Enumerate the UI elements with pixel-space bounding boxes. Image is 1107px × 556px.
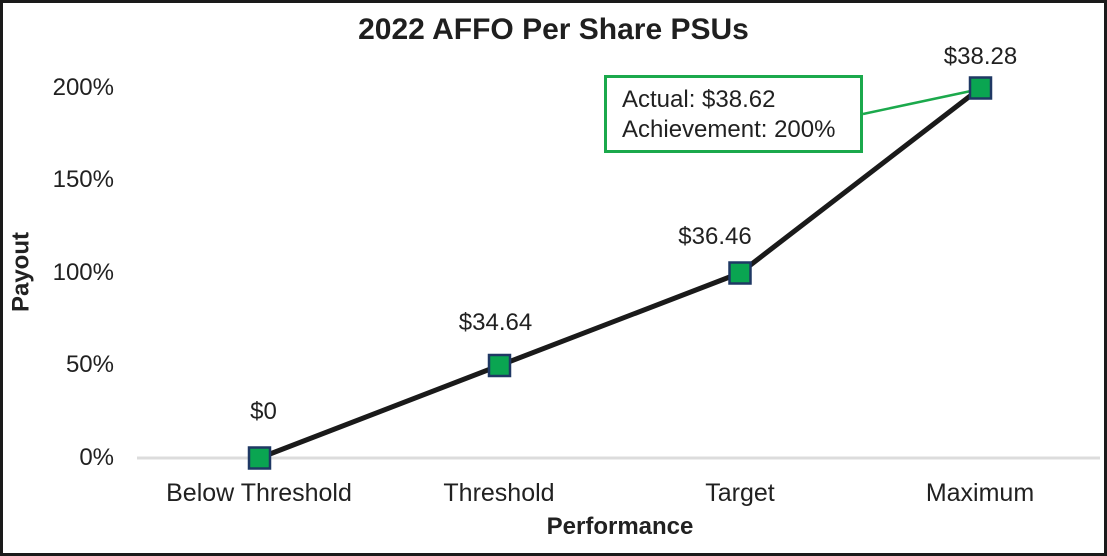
data-label-below-threshold: $0 [250,398,277,425]
data-label-target: $36.46 [678,223,752,250]
data-label-threshold: $34.64 [458,308,533,336]
y-tick-200pct: 200% [52,74,114,101]
callout-achievement-line: Achievement: 200% [622,116,836,143]
x-category-target: Target [705,479,775,507]
payout-series-line [258,86,983,461]
annotation-leader-line [862,89,972,116]
x-category-below-threshold: Below Threshold [166,479,352,507]
data-label-maximum: $38.28 [943,43,1018,70]
y-tick-150pct: 150% [52,166,114,193]
y-tick-100pct: 100% [52,259,114,286]
actual-achievement-callout: Actual: $38.62 Achievement: 200% [604,75,863,153]
data-point-marker-target [728,261,752,285]
y-tick-50pct: 50% [65,351,114,378]
y-tick-0pct: 0% [79,444,114,471]
x-category-threshold: Threshold [443,479,555,507]
data-point-marker-threshold [487,353,512,378]
chart-title: 2022 AFFO Per Share PSUs [358,13,749,46]
data-point-marker-maximum [968,76,993,100]
callout-actual-line: Actual: $38.62 [622,86,776,113]
x-category-maximum: Maximum [925,479,1035,507]
x-axis-title: Performance [546,513,694,540]
data-point-marker-below-threshold [247,446,272,470]
